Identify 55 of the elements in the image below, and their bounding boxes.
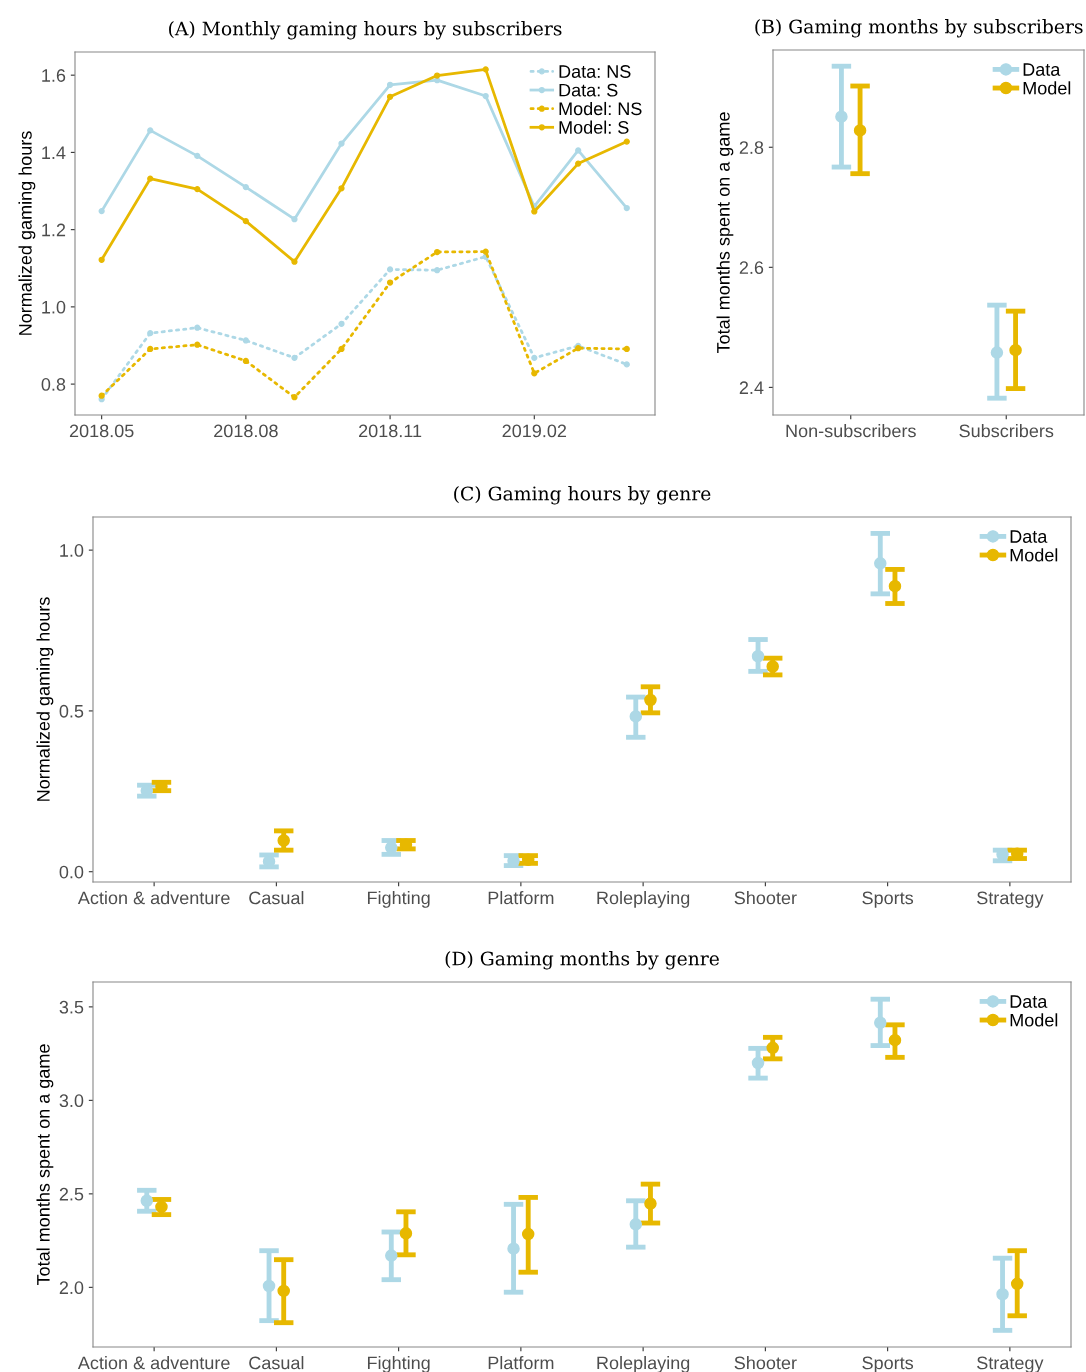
y-tick-label: 0.0: [59, 865, 84, 879]
y-tick-label: 1.2: [42, 223, 66, 237]
x-tick-label: Roleplaying: [597, 891, 690, 908]
x-tick-label: 2018.11: [359, 424, 422, 438]
y-axis-title: Total months spent on a game: [36, 1044, 54, 1286]
x-tick-label: 2018.05: [69, 424, 134, 438]
x-tick-label: Subscribers: [959, 424, 1054, 438]
legend-label: Model: [1010, 1013, 1058, 1027]
y-tick-label: 1.4: [42, 146, 66, 159]
y-axis-title: Normalized gaming hours: [36, 597, 54, 801]
x-tick-label: Platform: [488, 891, 554, 905]
x-tick-label: Roleplaying: [597, 1356, 690, 1372]
y-tick-label: 2.4: [739, 381, 764, 394]
y-tick-label: 2.8: [739, 141, 764, 154]
y-tick-label: 1.6: [42, 69, 66, 82]
y-tick-label: 1.0: [60, 544, 84, 557]
y-axis-title: Normalized gaming hours: [18, 131, 36, 335]
legend-label: Model: NS: [559, 101, 642, 116]
y-tick-label: 2.0: [59, 1281, 84, 1295]
x-tick-label: Shooter: [734, 1356, 797, 1370]
y-tick-label: 3.0: [59, 1094, 84, 1108]
x-tick-label: Casual: [249, 1356, 304, 1370]
legend-label: Model: [1023, 81, 1071, 95]
y-axis-title: Total months spent on a game: [716, 112, 734, 354]
y-tick-label: 0.5: [59, 704, 84, 718]
y-tick-label: 2.5: [59, 1187, 84, 1201]
x-tick-label: Sports: [862, 891, 914, 908]
y-tick-label: 1.0: [42, 300, 66, 314]
x-tick-label: Fighting: [367, 891, 430, 908]
legend-label: Model: S: [559, 120, 629, 134]
chart-title: (C) Gaming hours by genre: [454, 486, 711, 505]
x-tick-label: Strategy: [977, 1356, 1044, 1372]
y-tick-label: 0.8: [41, 378, 66, 391]
legend-label: Data: [1010, 995, 1048, 1008]
x-tick-label: Shooter: [734, 891, 797, 905]
chart-title: (B) Gaming months by subscribers: [755, 19, 1083, 38]
x-tick-label: Sports: [862, 1356, 914, 1372]
x-tick-label: Platform: [488, 1356, 554, 1370]
x-tick-label: 2019.02: [502, 424, 567, 438]
legend-label: Data: S: [559, 83, 618, 97]
chart-title: (D) Gaming months by genre: [445, 951, 719, 970]
x-tick-label: Action & adventure: [77, 891, 230, 905]
x-tick-label: Action & adventure: [77, 1356, 230, 1370]
x-tick-label: Fighting: [367, 1356, 430, 1372]
x-tick-label: Non-subscribers: [786, 424, 916, 438]
legend-label: Data: NS: [559, 65, 631, 78]
x-tick-label: Strategy: [977, 891, 1044, 908]
y-tick-label: 2.6: [739, 261, 764, 275]
y-tick-label: 3.5: [59, 1000, 84, 1014]
chart-title: (A) Monthly gaming hours by subscribers: [169, 21, 562, 40]
legend-label: Model: [1010, 548, 1058, 562]
x-tick-label: Casual: [249, 891, 304, 905]
legend-label: Data: [1023, 63, 1061, 76]
legend-label: Data: [1010, 530, 1048, 543]
x-tick-label: 2018.08: [214, 424, 278, 438]
